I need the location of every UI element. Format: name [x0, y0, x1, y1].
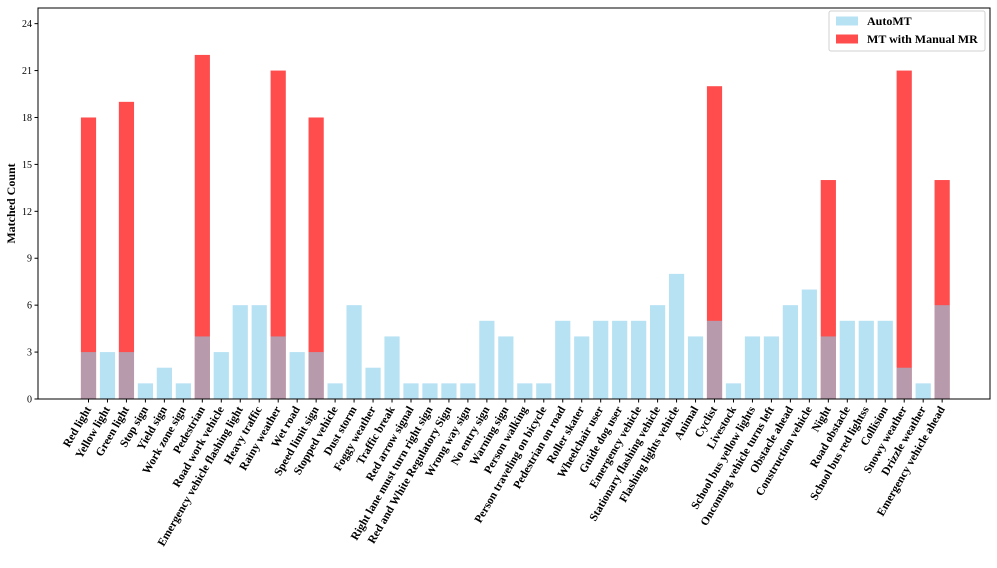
- bar-automt-rainy-weather: [270, 336, 286, 399]
- y-tick-label: 18: [22, 113, 32, 124]
- y-tick-label: 15: [22, 160, 32, 171]
- bar-automt-person-traveling-on-bicycle: [536, 383, 552, 399]
- bar-automt-traffic-break: [384, 336, 400, 399]
- bar-automt-red-and-white-regulatory-sign: [441, 383, 457, 399]
- bar-automt-guide-dog-user: [612, 320, 628, 399]
- legend-swatch-automt: [836, 16, 858, 26]
- bar-automt-cyclist: [706, 320, 723, 399]
- bar-automt-dust-storm: [346, 305, 362, 399]
- bar-automt-obstacle-ahead: [782, 305, 798, 399]
- series-manual-mr-bars: [80, 54, 950, 400]
- bar-automt-heavy-traffic: [251, 305, 267, 399]
- legend: AutoMT MT with Manual MR: [828, 10, 986, 52]
- y-tick-label: 0: [27, 395, 32, 406]
- series-automt-bars: [80, 273, 950, 399]
- legend-swatch-manual-mr: [836, 34, 858, 44]
- legend-label-automt: AutoMT: [867, 14, 912, 28]
- bar-automt-livestock: [725, 383, 742, 399]
- bar-manual-mr-pedestrian: [194, 54, 210, 400]
- bar-automt-road-obstacle: [839, 320, 855, 399]
- bar-automt-animal: [687, 336, 704, 399]
- bar-automt-pedestrian-on-road: [555, 320, 571, 399]
- bar-automt-foggy-weather: [365, 367, 381, 399]
- bar-automt-work-zone-sign: [175, 383, 191, 399]
- bar-manual-mr-speed-limit-sign: [308, 117, 324, 399]
- bar-automt-yield-sign: [156, 367, 172, 399]
- bar-automt-road-work-vehicle: [213, 352, 229, 399]
- bar-automt-speed-limit-sign: [308, 352, 324, 399]
- bar-automt-school-bus-yellow-lights: [744, 336, 761, 399]
- bar-manual-mr-red-light: [80, 117, 97, 399]
- bar-automt-emergency-vehicle: [631, 320, 647, 399]
- bar-manual-mr-snowy-weather: [896, 70, 912, 399]
- bar-manual-mr-rainy-weather: [270, 70, 286, 399]
- y-tick-label: 9: [27, 254, 32, 265]
- bar-automt-night: [820, 336, 836, 399]
- bar-automt-roller-skater: [574, 336, 590, 399]
- bar-automt-green-light: [118, 352, 135, 399]
- bar-automt-oncoming-vehicle-turns-left: [763, 336, 780, 399]
- bar-automt-emergency-vehicle-flashing-light: [232, 305, 248, 399]
- bar-automt-stopped-vehicle: [327, 383, 343, 399]
- y-tick-label: 24: [22, 19, 32, 30]
- bar-manual-mr-green-light: [118, 101, 135, 399]
- bar-automt-wheelchair-user: [593, 320, 609, 399]
- y-axis: 0 3 6 9 12 15 18 21 24: [22, 19, 38, 406]
- bar-automt-wet-road: [289, 352, 305, 399]
- y-tick-label: 21: [22, 66, 32, 77]
- bar-automt-snowy-weather: [896, 367, 912, 399]
- legend-box: [828, 10, 986, 52]
- bar-automt-flashing-lights-vehicle: [668, 273, 685, 399]
- bar-automt-person-walking: [517, 383, 533, 399]
- y-tick-label: 6: [27, 301, 32, 312]
- y-axis-title: Matched Count: [4, 163, 18, 243]
- bar-automt-warning-sign: [498, 336, 514, 399]
- bar-automt-no-entry-sign: [479, 320, 495, 399]
- bar-automt-pedestrian: [194, 336, 210, 399]
- y-tick-label: 3: [27, 348, 32, 359]
- bar-automt-right-lane-must-turn-right-sign: [422, 383, 438, 399]
- bar-automt-wrong-way-sign: [460, 383, 476, 399]
- legend-label-manual-mr: MT with Manual MR: [867, 32, 978, 46]
- bar-automt-stationary-flashing-vehicle: [650, 305, 666, 399]
- bar-automt-red-light: [80, 352, 97, 399]
- bar-automt-emergency-vehicle-ahead: [934, 305, 950, 399]
- bar-automt-stop-sign: [137, 383, 154, 399]
- bar-automt-school-bus-red-lightss: [858, 320, 874, 399]
- bar-automt-yellow-light: [99, 352, 116, 399]
- bar-automt-drizzle-weather: [915, 383, 931, 399]
- bar-automt-construction-vehicle: [801, 289, 817, 399]
- bar-automt-red-arrow-signal: [403, 383, 419, 399]
- plot-frame: [37, 7, 991, 400]
- bar-automt-collision: [877, 320, 893, 399]
- y-tick-label: 12: [22, 207, 32, 218]
